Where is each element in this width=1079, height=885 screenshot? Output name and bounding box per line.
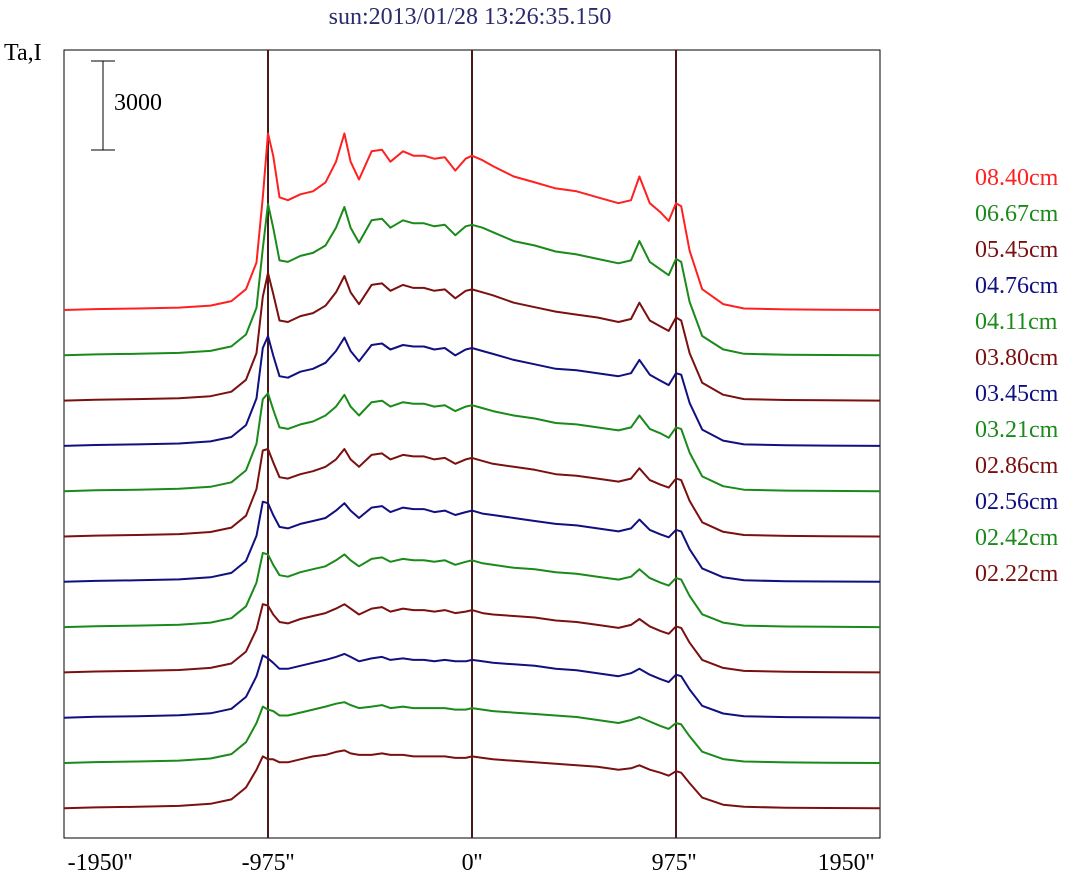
series-line-04.11cm	[63, 392, 881, 493]
series-line-02.56cm	[63, 652, 881, 719]
series-line-03.21cm	[63, 551, 881, 629]
series-line-06.67cm	[63, 203, 881, 357]
legend-entry: 03.45cm	[975, 381, 1059, 407]
vertical-markers	[267, 50, 677, 838]
scale-bar-label: 3000	[114, 90, 162, 116]
series-line-05.45cm	[63, 272, 881, 402]
legend-entry: 02.42cm	[975, 525, 1059, 551]
series-line-08.40cm	[63, 132, 881, 311]
y-axis-label: Ta,I	[4, 40, 42, 66]
legend-entry: 04.11cm	[975, 309, 1058, 335]
legend-entry: 03.21cm	[975, 417, 1059, 443]
series-line-02.42cm	[63, 701, 881, 764]
x-tick-label: 975''	[651, 850, 697, 876]
series-line-04.76cm	[63, 335, 881, 447]
x-tick-label: -1950''	[67, 850, 133, 876]
x-tick-label: -975''	[241, 850, 295, 876]
legend: 08.40cm 06.67cm 05.45cm 04.76cm 04.11cm 03.80…	[975, 160, 1058, 592]
legend-entry: 08.40cm	[975, 165, 1059, 191]
series-line-03.45cm	[63, 500, 881, 583]
series-line-03.80cm	[63, 448, 881, 538]
series-line-02.86cm	[63, 603, 881, 674]
legend-entry: 06.67cm	[975, 201, 1059, 227]
legend-entry: 02.22cm	[975, 561, 1059, 587]
series-line-02.22cm	[63, 749, 881, 810]
legend-entry: 02.56cm	[975, 489, 1059, 515]
series-lines	[63, 132, 881, 810]
chart-title: sun:2013/01/28 13:26:35.150	[328, 4, 612, 30]
legend-entry: 03.80cm	[975, 345, 1059, 371]
legend-entry: 02.86cm	[975, 453, 1059, 479]
x-tick-label: 0''	[461, 850, 483, 876]
x-tick-label: 1950''	[817, 850, 875, 876]
legend-entry: 05.45cm	[975, 237, 1059, 263]
legend-entry: 04.76cm	[975, 273, 1059, 299]
